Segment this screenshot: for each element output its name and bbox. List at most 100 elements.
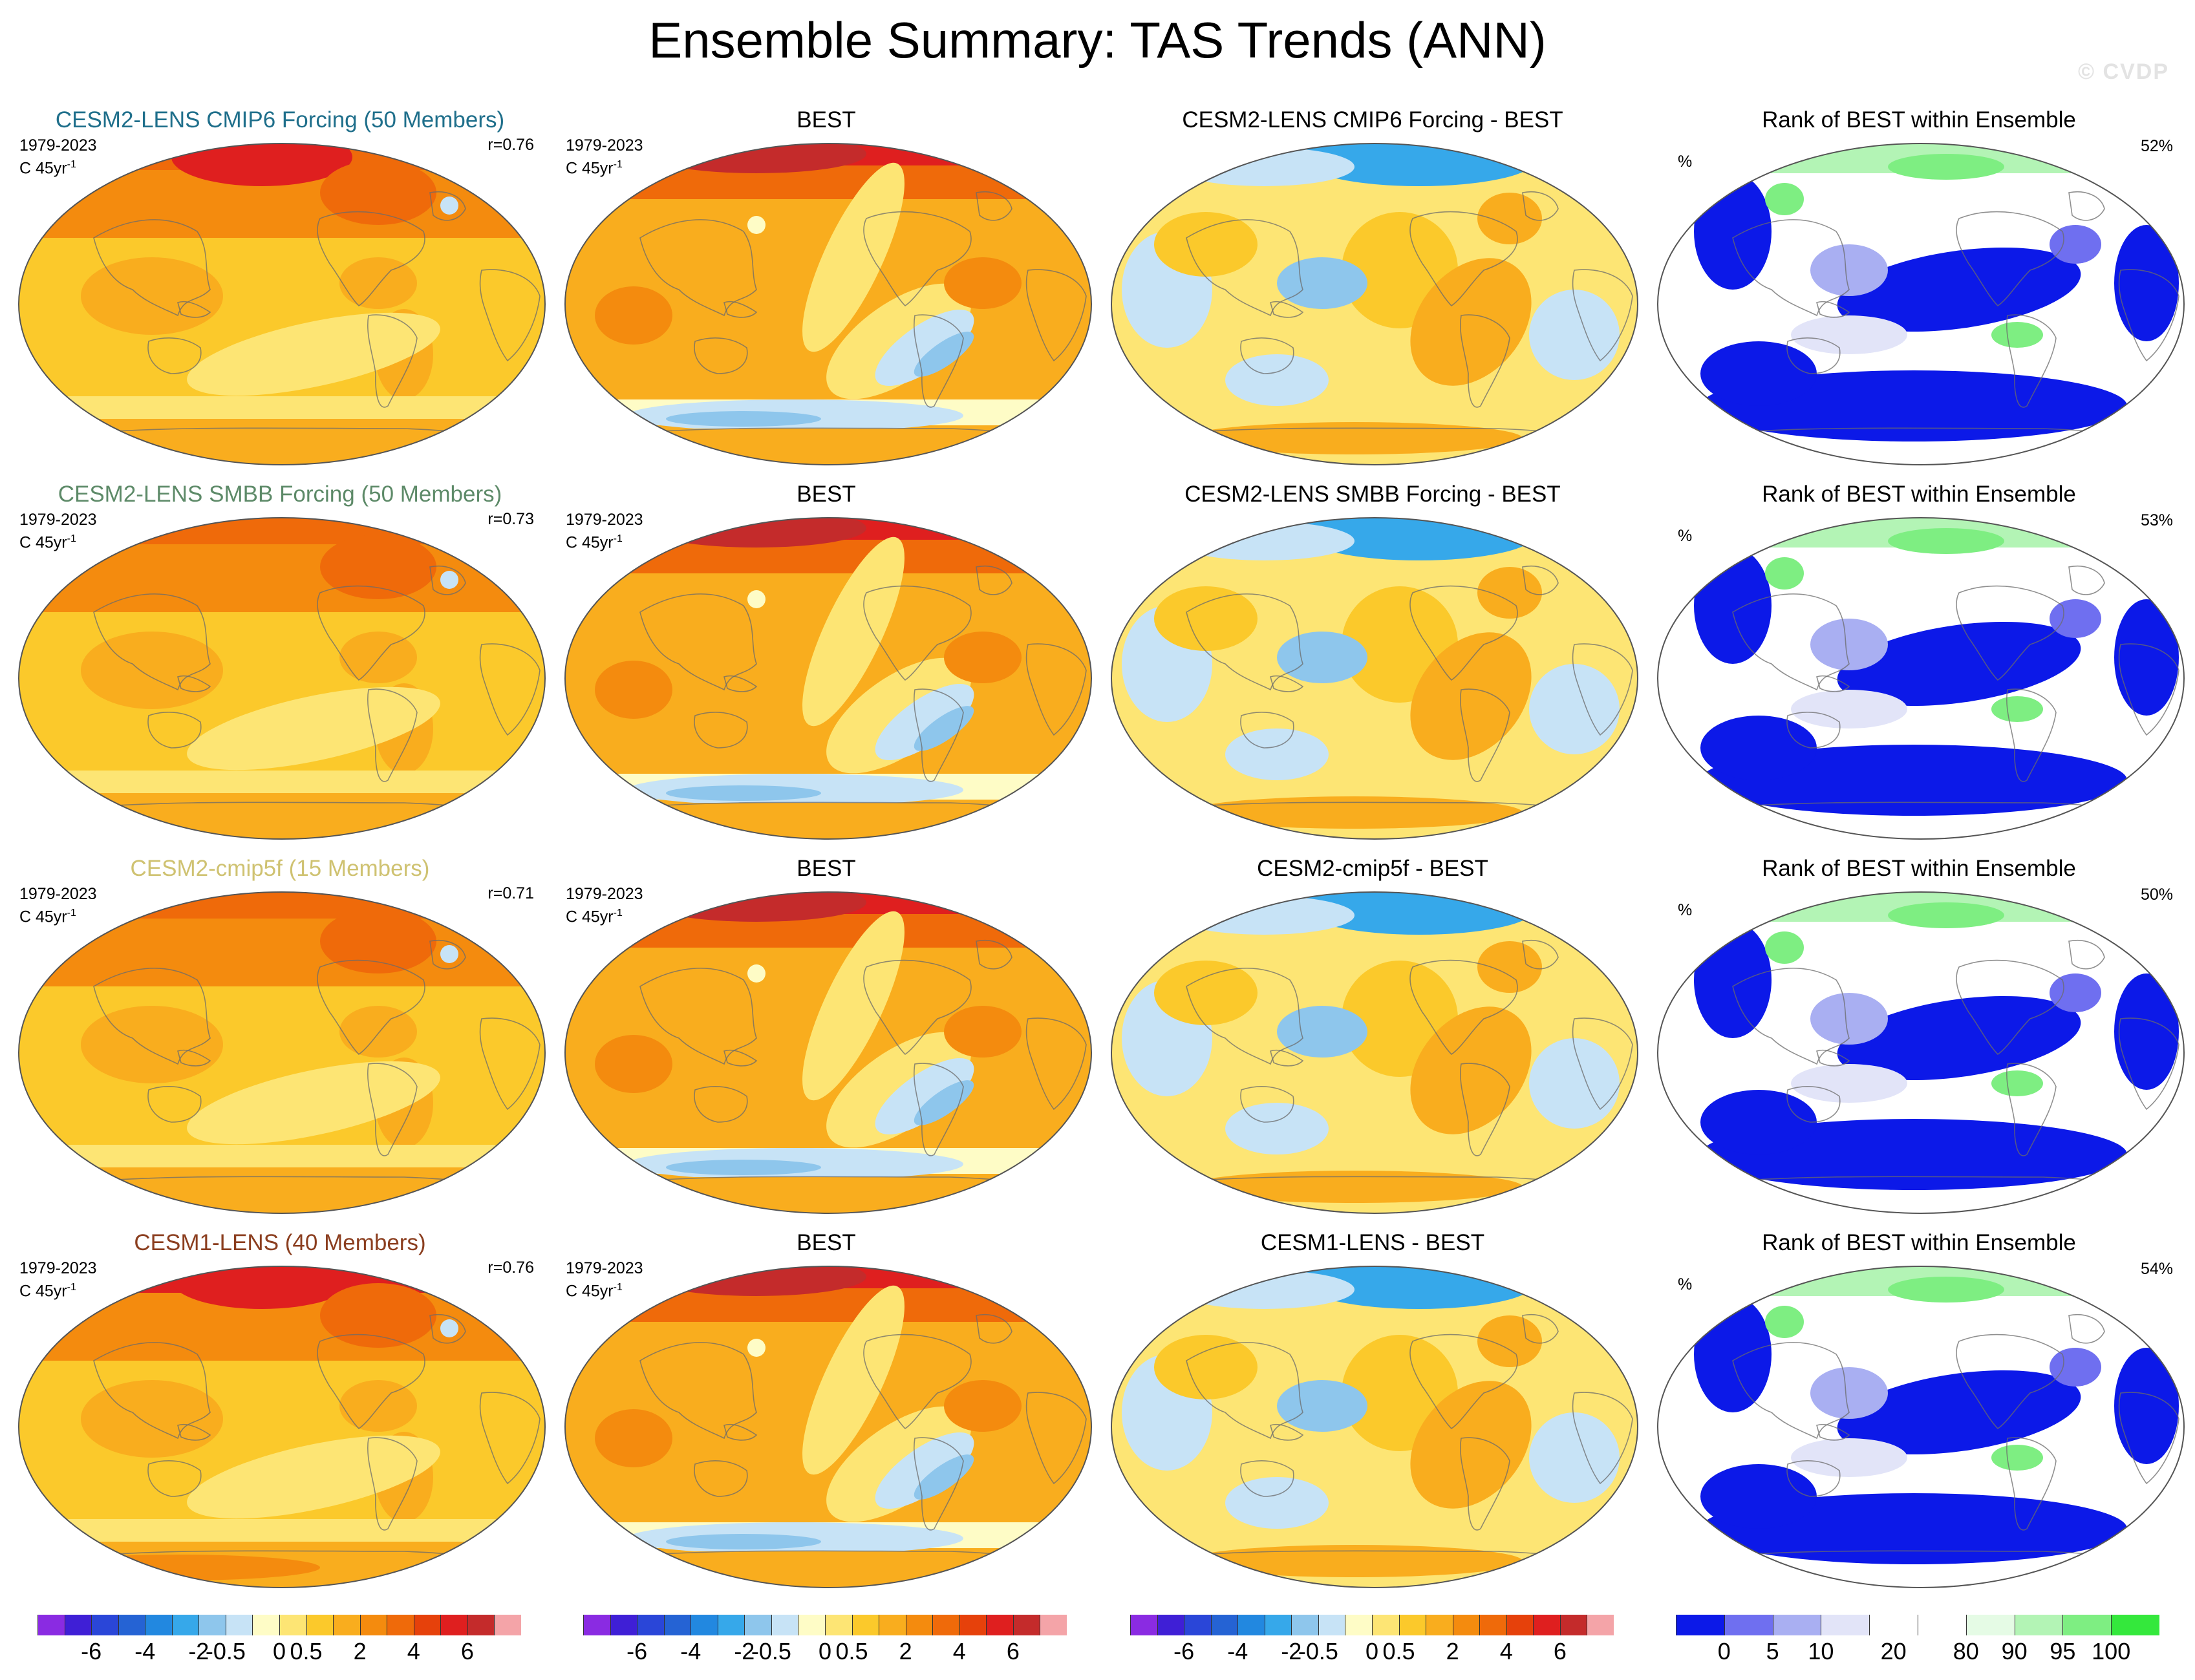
colorbar-swatch <box>691 1615 718 1635</box>
map-border <box>564 1266 1092 1588</box>
coastline <box>1786 712 1841 749</box>
period-units-label: 1979-2023 C 45yr-1 <box>566 884 643 926</box>
period-label: 1979-2023 <box>19 136 97 154</box>
coastline <box>429 566 466 595</box>
coastline <box>863 585 972 681</box>
units-text: C 45yr <box>19 533 67 552</box>
colorbar-tick-label: 80 <box>1953 1638 1979 1664</box>
period-units-label: 1979-2023 C 45yr-1 <box>566 136 643 178</box>
coastline <box>723 1423 758 1441</box>
colorbar-tick-label: -6 <box>1173 1638 1195 1664</box>
coastline <box>147 712 202 749</box>
panel-rank-row-1: Rank of BEST within Ensemble% 52% <box>1645 96 2192 469</box>
diff-panel-title: CESM1-LENS - BEST <box>1260 1230 1485 1255</box>
coastline <box>93 219 211 317</box>
coastline <box>1025 269 1087 362</box>
units-exponent: -1 <box>67 908 76 919</box>
coastline <box>1956 585 2064 681</box>
colorbar-swatch <box>494 1615 522 1635</box>
units-label: C 45yr-1 <box>566 1278 643 1301</box>
field-blob <box>1477 1315 1542 1367</box>
field-blob <box>1277 632 1367 683</box>
units-exponent: -1 <box>613 533 623 544</box>
colorbar-swatch <box>1676 1615 1724 1635</box>
colorbar-tick-label: 90 <box>2001 1638 2028 1664</box>
field-blob <box>914 1454 974 1500</box>
colorbar-swatch <box>1559 1615 1587 1635</box>
colorbar-swatch <box>932 1615 960 1635</box>
diff-panel-title: CESM2-LENS CMIP6 Forcing - BEST <box>1182 107 1563 133</box>
colorbar-swatch <box>1426 1615 1453 1635</box>
field-blob <box>595 286 672 345</box>
coastline <box>1732 219 1850 317</box>
field-blob <box>944 632 1022 683</box>
coastline <box>914 1437 964 1531</box>
colorbar-swatch <box>637 1615 665 1635</box>
field-blob <box>1173 147 1354 186</box>
field-blob <box>187 686 440 771</box>
coastline <box>317 1334 425 1430</box>
colorbar-tick-label: -4 <box>134 1638 156 1664</box>
colorbar-swatch <box>1724 1615 1773 1635</box>
colorbar-swatch <box>306 1615 334 1635</box>
field-blob <box>1765 1306 1804 1338</box>
coastline <box>1409 1334 1518 1430</box>
units-text: C 45yr <box>566 908 614 926</box>
colorbar-swatch <box>771 1615 798 1635</box>
units-text: C 45yr <box>19 908 67 926</box>
units-label: C 45yr-1 <box>19 1278 97 1301</box>
coastline <box>2006 688 2057 782</box>
field-blob <box>1700 341 1817 406</box>
colorbar-tick-label: 100 <box>2092 1638 2131 1664</box>
field-blob <box>595 1035 672 1093</box>
ensemble-panel-title: CESM2-LENS SMBB Forcing (50 Members) <box>58 482 502 507</box>
field-blob <box>802 162 905 352</box>
colorbar-tick-label: 0.5 <box>1382 1638 1415 1664</box>
colorbar-swatch <box>583 1615 610 1635</box>
field-band <box>565 429 1091 465</box>
field-blob <box>944 1380 1022 1432</box>
field-blob <box>666 1534 821 1549</box>
field-blob <box>81 257 223 335</box>
map-border <box>1657 143 2185 465</box>
field-blob <box>1694 922 1772 1038</box>
coastline <box>1409 211 1518 307</box>
colorbar-tick-label: 20 <box>1880 1638 1907 1664</box>
field-blob <box>339 1006 417 1058</box>
field-band <box>19 396 545 419</box>
map-field <box>1658 1266 2184 1588</box>
colorbar-swatch <box>118 1615 145 1635</box>
coastline <box>723 301 758 318</box>
rank-panel-title: Rank of BEST within Ensemble <box>1762 107 2076 133</box>
coastline <box>863 1334 972 1430</box>
colorbar-swatch <box>1372 1615 1399 1635</box>
field-blob <box>1888 154 2004 180</box>
coastline <box>177 1049 211 1067</box>
field-blob <box>1477 567 1542 619</box>
map-border <box>18 1266 546 1588</box>
colorbar-swatch <box>1965 1615 2015 1635</box>
units-exponent: -1 <box>67 533 76 544</box>
colorbar-tick-label: 0 <box>818 1638 832 1664</box>
field-blob <box>1154 212 1258 277</box>
coastline <box>1522 566 1559 595</box>
field-blob <box>1186 1171 1523 1203</box>
coastline <box>2068 566 2105 595</box>
field-blob <box>1700 716 1817 780</box>
field-blob <box>1173 1270 1354 1309</box>
field-blob <box>747 964 766 983</box>
coastline <box>1786 337 1841 374</box>
field-blob <box>666 1160 821 1175</box>
rank-panel-title: Rank of BEST within Ensemble <box>1762 482 2076 507</box>
field-blob <box>747 590 766 608</box>
field-blob <box>440 571 458 589</box>
colorbar-swatch <box>2014 1615 2063 1635</box>
field-blob <box>1186 1545 1523 1577</box>
colorbar-swatch <box>1264 1615 1292 1635</box>
period-label: 1979-2023 <box>19 511 97 529</box>
colorbar-tick-label: 6 <box>1553 1638 1567 1664</box>
coastline <box>1816 301 1850 318</box>
colorbar-swatch <box>1398 1615 1426 1635</box>
colorbar-tick-label: -4 <box>680 1638 701 1664</box>
coastline <box>1572 1017 1633 1111</box>
